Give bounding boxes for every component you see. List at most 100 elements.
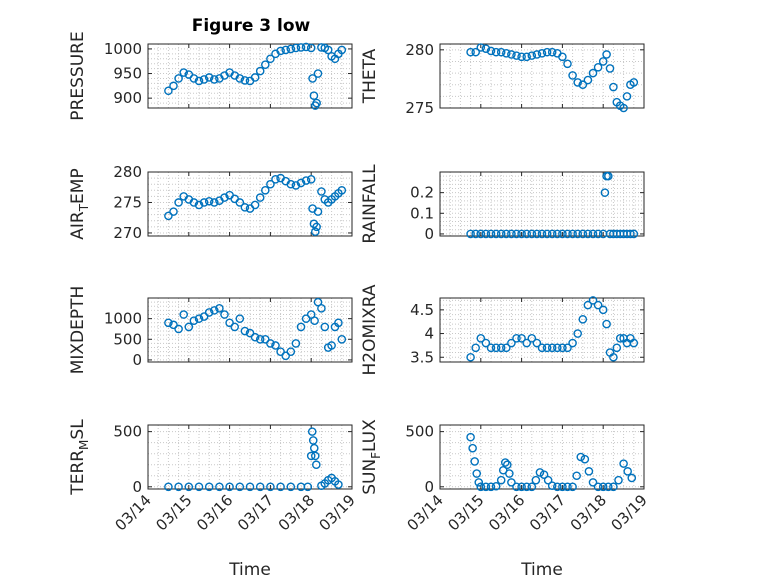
subplot-mixdepth: 0 500 1000 MIXDEPTH [68, 286, 353, 374]
data-point [491, 343, 501, 353]
data-point [486, 482, 496, 492]
data-point [468, 443, 477, 453]
data-point [471, 229, 481, 239]
data-point [507, 229, 516, 239]
data-point [507, 338, 516, 348]
subplot-grid: 900 950 1000 PRESSURE 275 280 THETA 270 275 280 AI… [68, 31, 651, 580]
x-tick-label: 03/14 [404, 491, 447, 534]
data-point [507, 478, 516, 487]
figure-title: Figure 3 low [192, 16, 311, 36]
data-point [629, 338, 639, 348]
data-point [593, 300, 603, 310]
data-point [563, 229, 572, 239]
x-tick-label: 03/14 [112, 491, 155, 534]
data-point [271, 175, 280, 184]
data-point [306, 175, 316, 184]
data-point [537, 343, 547, 353]
data-point [604, 482, 613, 492]
data-point [573, 229, 583, 239]
data-point [209, 306, 219, 315]
data-point [320, 322, 330, 332]
axes-frame [147, 297, 353, 363]
data-point [500, 458, 510, 467]
data-point [250, 200, 260, 210]
subplot-h2omixra: 3.5 4 4.5 H2OMIXRA [360, 284, 645, 376]
data-point [507, 50, 516, 59]
data-point [204, 196, 214, 206]
data-point [209, 75, 219, 84]
data-point [204, 308, 214, 317]
data-point [470, 457, 479, 466]
data-point [598, 482, 608, 492]
data-point [547, 343, 557, 353]
data-point [301, 314, 311, 323]
y-tick-label: 900 [113, 89, 142, 107]
data-point [184, 322, 194, 332]
data-point [334, 480, 343, 489]
data-point [619, 103, 628, 113]
data-point [215, 482, 224, 492]
data-point [543, 475, 553, 485]
data-point [501, 343, 511, 353]
data-point [235, 314, 245, 323]
data-point [532, 50, 542, 59]
data-point [240, 326, 250, 336]
data-point [199, 198, 209, 207]
data-point [286, 347, 296, 356]
y-tick-label: 4 [424, 325, 434, 343]
x-tick-label: 03/17 [234, 491, 277, 534]
data-point [547, 481, 557, 490]
data-point [296, 322, 306, 332]
series-markers [466, 43, 639, 113]
data-point [466, 47, 475, 57]
data-point [522, 229, 532, 239]
data-point [308, 74, 317, 83]
data-point [629, 229, 639, 239]
data-point [588, 478, 598, 487]
y-tick-label: 0.2 [410, 184, 434, 202]
data-point [255, 482, 265, 492]
subplot-theta: 275 280 THETA [360, 41, 645, 117]
data-point [547, 229, 557, 239]
data-point [266, 179, 275, 189]
data-point [260, 334, 270, 344]
data-point [600, 188, 610, 197]
data-point [306, 451, 316, 461]
data-point [588, 68, 598, 78]
data-point [276, 482, 285, 492]
data-point [588, 296, 598, 305]
data-point [313, 207, 323, 216]
data-point [583, 300, 593, 310]
data-point [527, 229, 537, 239]
data-point [255, 334, 265, 344]
y-tick-label: 1000 [104, 310, 142, 328]
y-tick-label: 950 [113, 65, 142, 83]
data-point [563, 59, 572, 69]
data-point [503, 460, 512, 470]
data-point [312, 222, 321, 232]
data-point [614, 475, 623, 485]
data-point [517, 52, 526, 62]
series-markers [164, 297, 347, 361]
data-point [194, 200, 204, 210]
data-point [517, 333, 526, 343]
x-tick-label: 03/19 [608, 491, 651, 534]
data-point [532, 229, 542, 239]
data-point [583, 75, 593, 85]
y-tick-label: 500 [113, 423, 142, 441]
data-point [194, 314, 204, 323]
data-point [184, 482, 194, 492]
data-point [164, 86, 173, 96]
data-point [476, 482, 486, 492]
data-point [309, 91, 319, 100]
data-point [578, 315, 588, 324]
data-point [169, 207, 178, 216]
data-point [215, 304, 224, 313]
axes-frame [147, 171, 353, 237]
data-point [472, 469, 482, 478]
data-point [266, 339, 275, 348]
data-point [527, 333, 537, 343]
x-tick-label: 03/15 [444, 491, 487, 534]
data-point [164, 482, 173, 492]
data-point [164, 211, 173, 221]
